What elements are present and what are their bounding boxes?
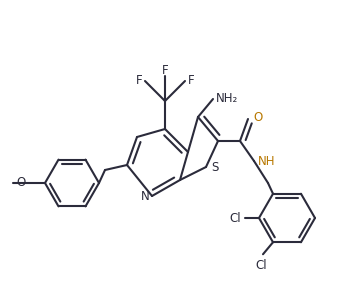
Text: NH₂: NH₂: [216, 91, 238, 104]
Text: O: O: [17, 177, 26, 189]
Text: O: O: [253, 111, 262, 123]
Text: F: F: [188, 73, 194, 87]
Text: Cl: Cl: [229, 212, 241, 224]
Text: NH: NH: [258, 154, 275, 168]
Text: S: S: [211, 161, 219, 173]
Text: F: F: [162, 64, 168, 76]
Text: N: N: [140, 189, 149, 203]
Text: F: F: [136, 73, 142, 87]
Text: Cl: Cl: [255, 259, 267, 272]
